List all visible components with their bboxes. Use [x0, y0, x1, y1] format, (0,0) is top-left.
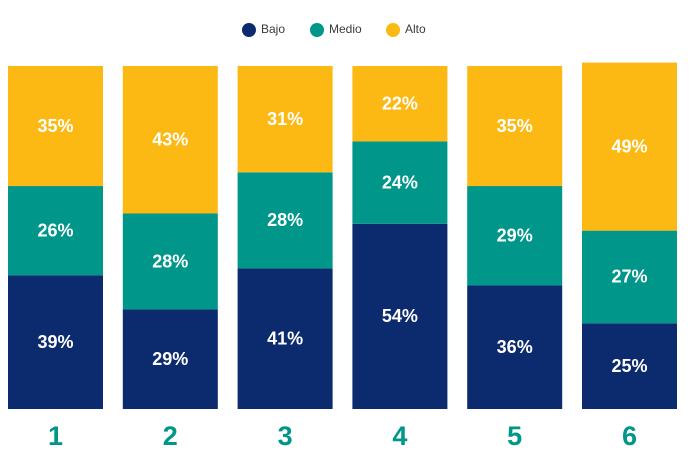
value-label: 29% [152, 349, 188, 369]
x-tick-label: 3 [278, 421, 293, 451]
bar-segment [122, 66, 218, 214]
x-tick-label: 2 [163, 421, 178, 451]
value-label: 36% [497, 337, 533, 357]
bar-segment [582, 323, 677, 409]
bar-segment [8, 66, 103, 187]
value-label: 22% [382, 93, 418, 113]
legend-swatch [242, 23, 256, 37]
bar-segment [122, 309, 218, 409]
x-tick-label: 5 [507, 421, 522, 451]
value-label: 39% [37, 332, 73, 352]
bar-segment [467, 186, 563, 286]
value-label: 26% [37, 220, 73, 240]
value-label: 28% [152, 251, 188, 271]
legend-label: Bajo [261, 22, 285, 36]
bar-segment [122, 213, 218, 310]
value-label: 27% [611, 267, 647, 287]
x-tick-label: 4 [392, 421, 407, 451]
bar-segment [352, 223, 448, 409]
legend-label: Medio [329, 22, 362, 36]
legend-label: Alto [405, 22, 426, 36]
value-label: 41% [267, 328, 303, 348]
value-label: 35% [37, 116, 73, 136]
value-label: 24% [382, 172, 418, 192]
value-label: 25% [611, 356, 647, 376]
value-label: 31% [267, 109, 303, 129]
bar-segment [237, 172, 333, 269]
bar-segment [467, 66, 563, 187]
value-label: 54% [382, 306, 418, 326]
x-tick-label: 6 [622, 421, 637, 451]
bar-segment [8, 275, 103, 409]
bar-segment [352, 66, 448, 142]
bar-segment [352, 141, 448, 224]
bar-segment [237, 66, 333, 173]
value-label: 43% [152, 129, 188, 149]
bar-segment [8, 186, 103, 276]
value-label: 35% [497, 116, 533, 136]
bar-segment [582, 230, 677, 324]
bar-segment [237, 268, 333, 409]
legend-swatch [386, 23, 400, 37]
x-tick-label: 1 [48, 421, 63, 451]
bar-segment [582, 62, 677, 231]
value-label: 28% [267, 210, 303, 230]
value-label: 49% [611, 136, 647, 156]
value-label: 29% [497, 226, 533, 246]
legend-swatch [310, 23, 324, 37]
bar-segment [467, 285, 563, 409]
